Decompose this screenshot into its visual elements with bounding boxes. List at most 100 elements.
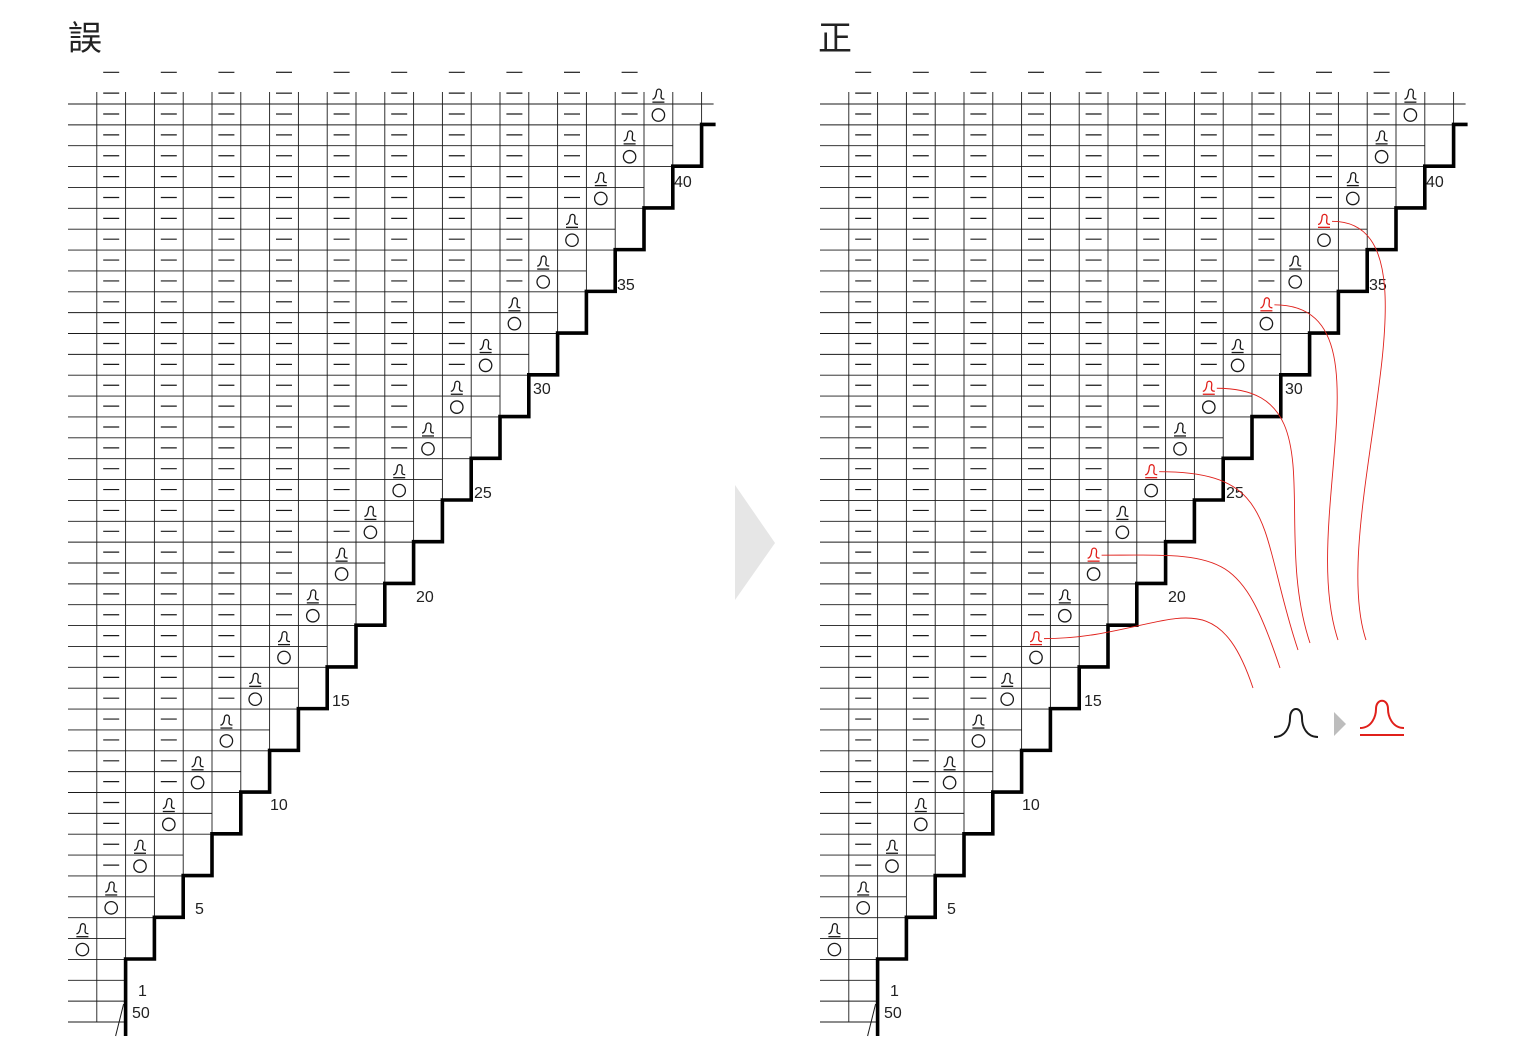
corrected-twisted-loop — [1087, 547, 1100, 562]
twisted-loop-symbol — [1058, 589, 1071, 604]
yarn-over-symbol — [536, 275, 551, 289]
twisted-loop-symbol — [537, 255, 550, 270]
row-number: 1 — [138, 983, 147, 1000]
twisted-loop-symbol — [1231, 338, 1244, 354]
row-number: 20 — [416, 589, 434, 606]
yarn-over-symbol — [478, 358, 493, 373]
yarn-over-symbol — [190, 775, 205, 790]
corrected-twisted-loop — [1202, 380, 1215, 395]
twisted-loop-symbol — [306, 589, 319, 604]
twisted-loop-symbol — [623, 130, 636, 145]
twisted-loop-symbol — [652, 88, 665, 103]
stitch-number: 50 — [132, 1005, 150, 1022]
title-wrong: 誤 — [68, 19, 102, 59]
yarn-over-symbol — [971, 734, 986, 748]
twisted-loop-symbol — [1116, 505, 1129, 521]
yarn-over-symbol — [885, 859, 899, 873]
yarn-over-symbol — [1115, 525, 1130, 540]
row-number: 15 — [1084, 693, 1102, 710]
twisted-loop-symbol — [1001, 672, 1014, 687]
twisted-loop-symbol — [162, 797, 175, 813]
small-arrow-icon — [1334, 712, 1346, 736]
twisted-loop-symbol — [1404, 88, 1417, 103]
yarn-over-symbol — [1374, 149, 1389, 164]
yarn-over-symbol — [248, 692, 263, 707]
corrected-twisted-loop — [1145, 464, 1158, 479]
grid-lines — [68, 92, 714, 1023]
twisted-loop-symbol — [220, 714, 233, 729]
row-number: 35 — [617, 277, 635, 294]
yarn-over-symbol — [421, 441, 435, 456]
title-correct: 正 — [818, 19, 852, 59]
yarn-over-symbol — [449, 400, 464, 414]
yarn-over-symbol — [1288, 275, 1303, 289]
row-number: 30 — [1285, 381, 1303, 398]
yarn-over-symbol — [622, 149, 637, 164]
yarn-over-symbol — [1345, 191, 1360, 206]
twisted-loop-symbol — [335, 547, 348, 562]
row-number: 1 — [890, 983, 899, 1000]
yarn-over-symbol — [1144, 483, 1159, 498]
row-number: 10 — [1022, 797, 1040, 814]
twisted-loop-symbol — [105, 881, 118, 896]
twisted-loop-symbol — [393, 464, 406, 479]
twisted-loop-symbol — [565, 213, 579, 228]
twisted-loop-symbol — [828, 923, 841, 938]
yarn-over-symbol — [593, 191, 608, 206]
twisted-loop-symbol — [508, 297, 521, 312]
correction-legend — [1273, 699, 1405, 738]
row-number: 10 — [270, 797, 288, 814]
twisted-loop-symbol — [885, 839, 899, 854]
grid-lines — [820, 92, 1466, 1023]
chart-outline — [875, 122, 1468, 1036]
yarn-over-symbol — [856, 900, 871, 915]
twisted-loop-symbol — [364, 505, 377, 521]
twisted-loop-symbol — [594, 171, 607, 187]
row-number: 40 — [1426, 174, 1444, 191]
yarn-over-symbol — [1000, 692, 1015, 707]
yarn-over-symbol — [363, 525, 378, 540]
yarn-over-symbol — [1259, 316, 1274, 331]
chart-outline — [123, 122, 716, 1036]
twisted-loop-symbol — [191, 756, 204, 771]
twisted-loop-symbol — [450, 380, 463, 395]
twisted-loop-symbol — [1173, 422, 1187, 437]
yarn-over-symbol — [1317, 233, 1331, 248]
before-symbol-icon — [1273, 708, 1319, 738]
row-number: 25 — [1226, 485, 1244, 502]
row-number: 20 — [1168, 589, 1186, 606]
twisted-loop-symbol — [1289, 255, 1302, 270]
stitch-symbols — [75, 71, 666, 957]
twisted-loop-symbol — [249, 672, 262, 687]
yarn-over-symbol — [161, 817, 176, 832]
corrected-twisted-loop — [1029, 630, 1043, 646]
yarn-over-symbol — [392, 483, 407, 498]
yarn-over-symbol — [1173, 441, 1187, 456]
correction-leaders — [1043, 220, 1386, 689]
twisted-loop-symbol — [133, 839, 147, 854]
twisted-loop-symbol — [76, 923, 89, 938]
yarn-over-symbol — [1057, 608, 1072, 623]
yarn-over-symbol — [942, 775, 957, 790]
yarn-over-symbol — [913, 817, 928, 832]
row-number: 25 — [474, 485, 492, 502]
yarn-over-symbol — [565, 233, 579, 248]
yarn-over-symbol — [1403, 108, 1418, 122]
yarn-over-symbol — [1201, 400, 1216, 414]
twisted-loop-symbol — [857, 881, 870, 896]
row-number: 35 — [1369, 277, 1387, 294]
corrected-twisted-loop — [1317, 213, 1331, 228]
twisted-loop-symbol — [972, 714, 985, 729]
yarn-over-symbol — [219, 734, 234, 748]
row-number: 5 — [195, 901, 204, 918]
twisted-loop-symbol — [914, 797, 927, 813]
twisted-loop-symbol — [421, 422, 435, 437]
stitch-number: 50 — [884, 1005, 902, 1022]
yarn-over-symbol — [1230, 358, 1245, 373]
row-number: 15 — [332, 693, 350, 710]
yarn-over-symbol — [334, 567, 349, 581]
stitch-symbols — [827, 71, 1418, 957]
